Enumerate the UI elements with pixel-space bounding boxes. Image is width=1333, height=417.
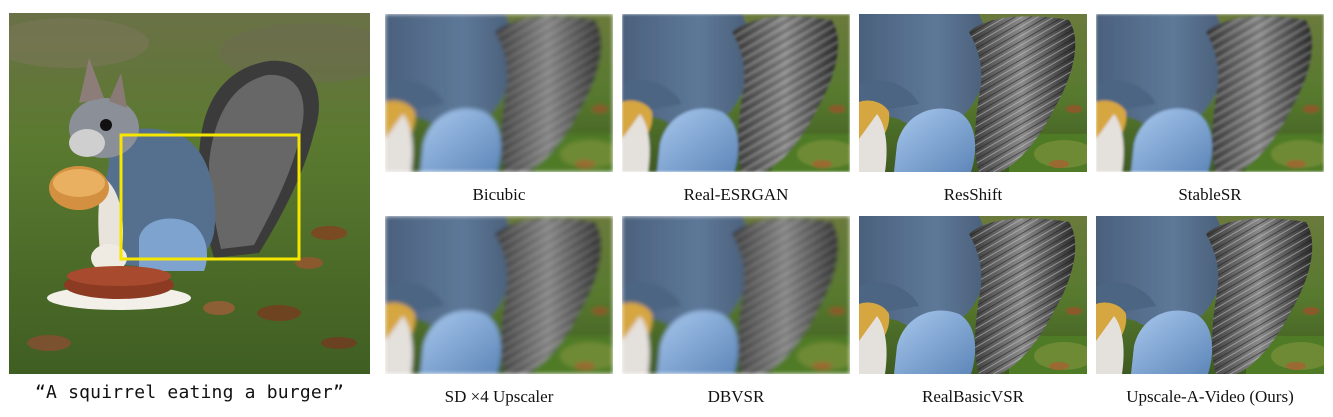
crop-real-esrgan bbox=[622, 14, 850, 172]
crop-resshift bbox=[859, 14, 1087, 172]
method-label: StableSR bbox=[1178, 185, 1242, 204]
main-caption: “A squirrel eating a burger” bbox=[34, 382, 345, 403]
crop-sd-x4-upscaler bbox=[385, 216, 613, 374]
method-label: RealBasicVSR bbox=[922, 387, 1024, 406]
method-label: SD ×4 Upscaler bbox=[444, 387, 554, 406]
highlight-box bbox=[119, 133, 301, 261]
crop-dbvsr bbox=[622, 216, 850, 374]
crop-bicubic bbox=[385, 14, 613, 172]
main-squirrel-image bbox=[9, 13, 370, 374]
crop-realbasicvsr bbox=[859, 216, 1087, 374]
crop-upscale-a-video bbox=[1096, 216, 1324, 374]
crop-stablesr bbox=[1096, 14, 1324, 172]
method-label: Bicubic bbox=[472, 185, 526, 204]
method-label: DBVSR bbox=[707, 387, 765, 406]
method-label: Upscale-A-Video (Ours) bbox=[1126, 387, 1294, 406]
method-label: Real-ESRGAN bbox=[683, 185, 789, 204]
method-label: ResShift bbox=[943, 185, 1003, 204]
